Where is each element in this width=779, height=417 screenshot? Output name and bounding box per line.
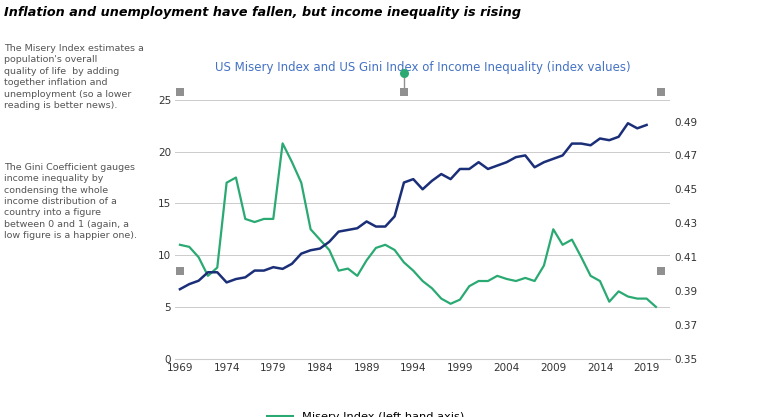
Text: Inflation and unemployment have fallen, but income inequality is rising: Inflation and unemployment have fallen, … [4,6,521,19]
Legend: Misery Index (left hand axis), Gini Index of Income Inequality (right hand axis): Misery Index (left hand axis), Gini Inde… [267,412,578,417]
Title: US Misery Index and US Gini Index of Income Inequality (index values): US Misery Index and US Gini Index of Inc… [215,61,630,74]
Text: The Misery Index estimates a
population's overall
quality of life  by adding
tog: The Misery Index estimates a population'… [4,44,144,110]
Text: The Gini Coefficient gauges
income inequality by
condensing the whole
income dis: The Gini Coefficient gauges income inequ… [4,163,137,240]
